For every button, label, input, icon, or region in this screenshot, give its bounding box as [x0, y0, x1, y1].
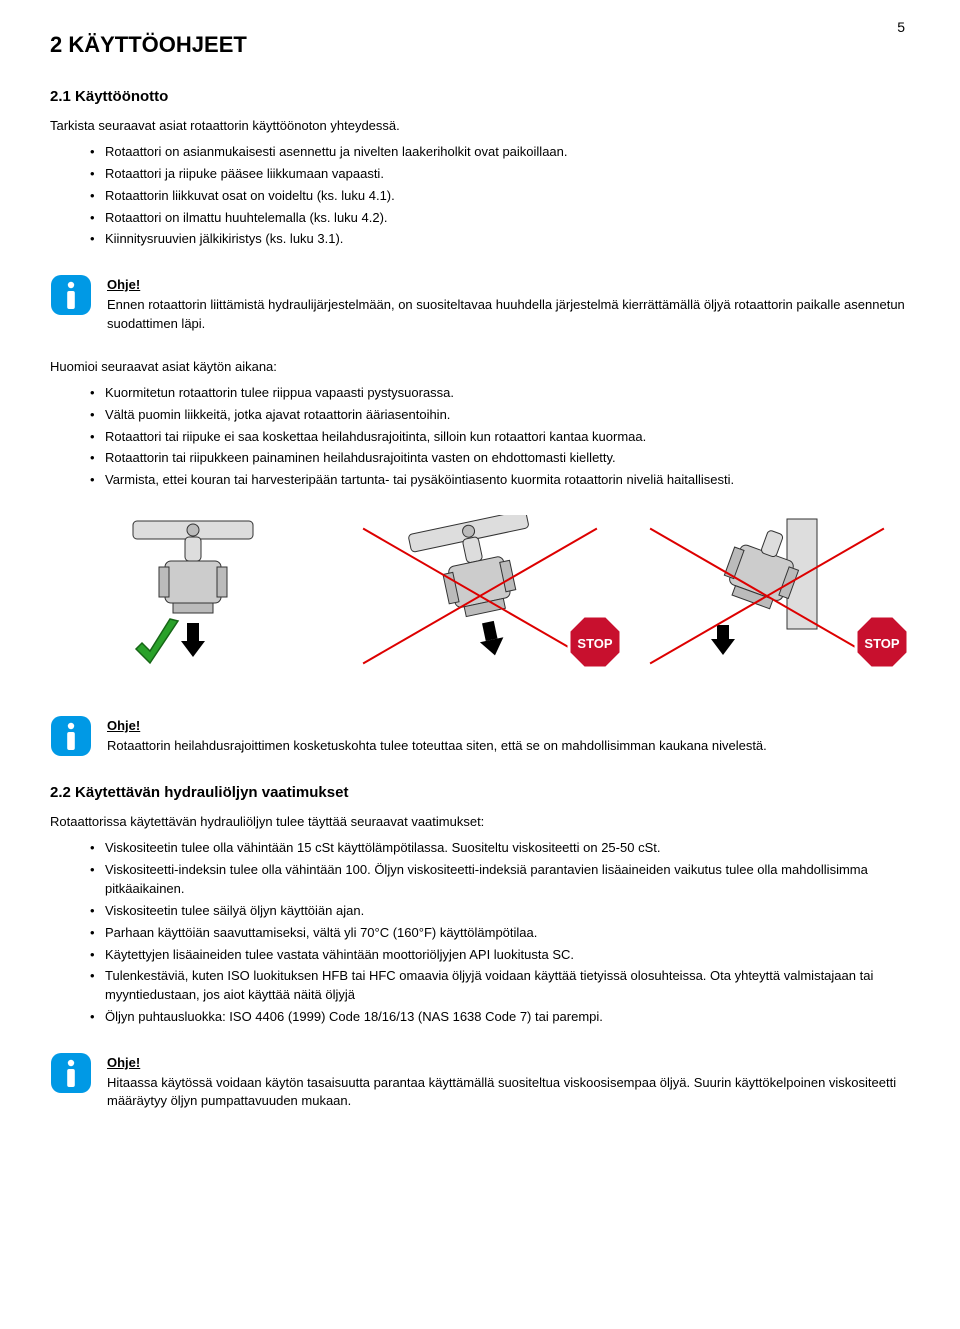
svg-text:STOP: STOP — [864, 636, 899, 651]
list-item: Rotaattori on ilmattu huuhtelemalla (ks.… — [50, 209, 910, 228]
info-callout-1: Ohje! Ennen rotaattorin liittämistä hydr… — [50, 274, 910, 333]
section-2.1-intro: Tarkista seuraavat asiat rotaattorin käy… — [50, 117, 910, 135]
list-item: Kuormitetun rotaattorin tulee riippua va… — [50, 384, 910, 403]
info-icon — [50, 274, 92, 316]
checklist-2: Kuormitetun rotaattorin tulee riippua va… — [50, 384, 910, 490]
list-item: Rotaattori on asianmukaisesti asennettu … — [50, 143, 910, 162]
section-2.2-intro: Rotaattorissa käytettävän hydrauliöljyn … — [50, 813, 910, 831]
list-item: Öljyn puhtausluokka: ISO 4406 (1999) Cod… — [50, 1008, 910, 1027]
list-item: Viskositeetin tulee olla vähintään 15 cS… — [50, 839, 910, 858]
info-text: Hitaassa käytössä voidaan käytön tasaisu… — [107, 1074, 910, 1110]
list-item: Vältä puomin liikkeitä, jotka ajavat rot… — [50, 406, 910, 425]
page-title: 2 KÄYTTÖOHJEET — [50, 30, 910, 61]
section-2.1b-intro: Huomioi seuraavat asiat käytön aikana: — [50, 358, 910, 376]
info-label: Ohje! — [107, 1055, 140, 1070]
list-item: Rotaattorin liikkuvat osat on voideltu (… — [50, 187, 910, 206]
stop-sign-icon: STOP — [854, 614, 910, 670]
list-item: Käytettyjen lisäaineiden tulee vastata v… — [50, 946, 910, 965]
stop-sign-icon: STOP — [567, 614, 623, 670]
list-item: Viskositeetti-indeksin tulee olla vähint… — [50, 861, 910, 899]
list-item: Rotaattori ja riipuke pääsee liikkumaan … — [50, 165, 910, 184]
list-item: Rotaattorin tai riipukkeen painaminen he… — [50, 449, 910, 468]
info-icon — [50, 1052, 92, 1094]
diagram-wrong-rest: STOP — [632, 510, 902, 680]
info-label: Ohje! — [107, 718, 140, 733]
rotator-hanging-icon — [93, 515, 293, 675]
diagram-correct — [58, 510, 328, 680]
page-number: 5 — [897, 18, 905, 38]
checklist-1: Rotaattori on asianmukaisesti asennettu … — [50, 143, 910, 249]
svg-text:STOP: STOP — [577, 636, 612, 651]
list-item: Tulenkestäviä, kuten ISO luokituksen HFB… — [50, 967, 910, 1005]
checkmark-icon — [132, 615, 182, 675]
diagram-row: STOP STOP — [50, 510, 910, 680]
list-item: Kiinnitysruuvien jälkikiristys (ks. luku… — [50, 230, 910, 249]
list-item: Varmista, ettei kouran tai harvesteripää… — [50, 471, 910, 490]
section-2.1-title: 2.1 Käyttöönotto — [50, 86, 910, 107]
info-text: Ennen rotaattorin liittämistä hydraulijä… — [107, 296, 910, 332]
diagram-wrong-tilt: STOP — [345, 510, 615, 680]
info-icon — [50, 715, 92, 757]
list-item: Parhaan käyttöiän saavuttamiseksi, vältä… — [50, 924, 910, 943]
section-2.2-title: 2.2 Käytettävän hydrauliöljyn vaatimukse… — [50, 782, 910, 803]
info-label: Ohje! — [107, 277, 140, 292]
info-callout-3: Ohje! Hitaassa käytössä voidaan käytön t… — [50, 1052, 910, 1111]
list-item: Viskositeetin tulee säilyä öljyn käyttöi… — [50, 902, 910, 921]
info-text: Rotaattorin heilahdusrajoittimen kosketu… — [107, 737, 910, 755]
list-item: Rotaattori tai riipuke ei saa koskettaa … — [50, 428, 910, 447]
info-callout-2: Ohje! Rotaattorin heilahdusrajoittimen k… — [50, 715, 910, 757]
requirements-list: Viskositeetin tulee olla vähintään 15 cS… — [50, 839, 910, 1027]
